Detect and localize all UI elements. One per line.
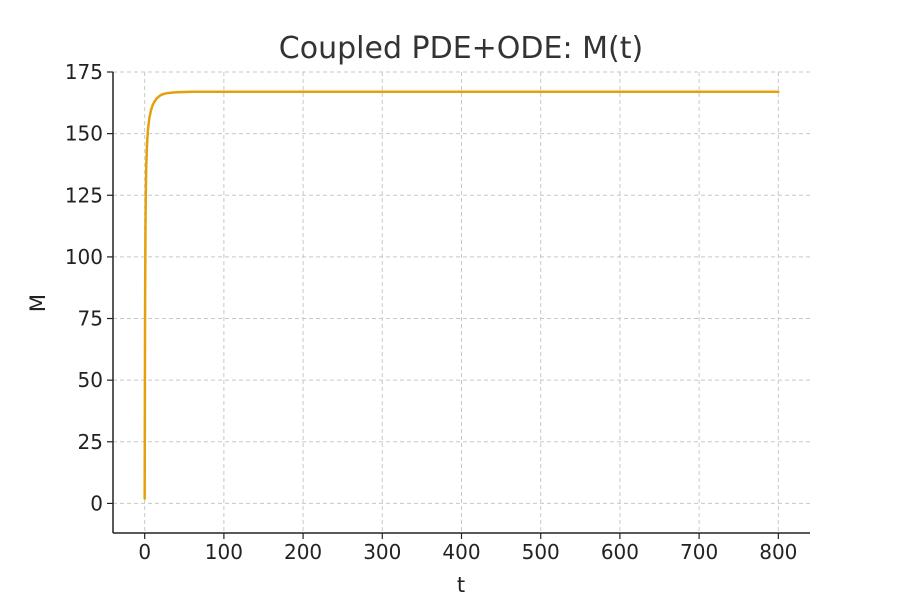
ticks: 0 100 200 300 400 500 600 700 800 0 25 50 75 100 125 15… [65, 60, 798, 564]
y-tick-label: 125 [65, 183, 103, 207]
x-tick-label: 800 [759, 540, 797, 564]
x-tick-label: 100 [205, 540, 243, 564]
y-tick-label: 100 [65, 245, 103, 269]
axes [112, 72, 810, 534]
x-tick-label: 500 [522, 540, 560, 564]
y-tick-label: 75 [78, 307, 103, 331]
y-tick-label: 150 [65, 122, 103, 146]
series-layer [143, 90, 780, 500]
y-tick-label: 50 [78, 368, 103, 392]
x-tick-label: 0 [138, 540, 151, 564]
y-tick-label: 175 [65, 60, 103, 84]
x-tick-label: 600 [601, 540, 639, 564]
series-line-0 [143, 90, 780, 500]
x-tick-label: 400 [442, 540, 480, 564]
y-tick-label: 0 [90, 491, 103, 515]
x-axis-title: t [457, 573, 465, 597]
x-tick-label: 700 [680, 540, 718, 564]
grid [113, 71, 810, 533]
chart-title: Coupled PDE+ODE: M(t) [279, 31, 643, 66]
x-tick-label: 200 [284, 540, 322, 564]
y-tick-label: 25 [78, 430, 103, 454]
x-tick-label: 300 [363, 540, 401, 564]
y-axis-title: M [26, 294, 50, 312]
